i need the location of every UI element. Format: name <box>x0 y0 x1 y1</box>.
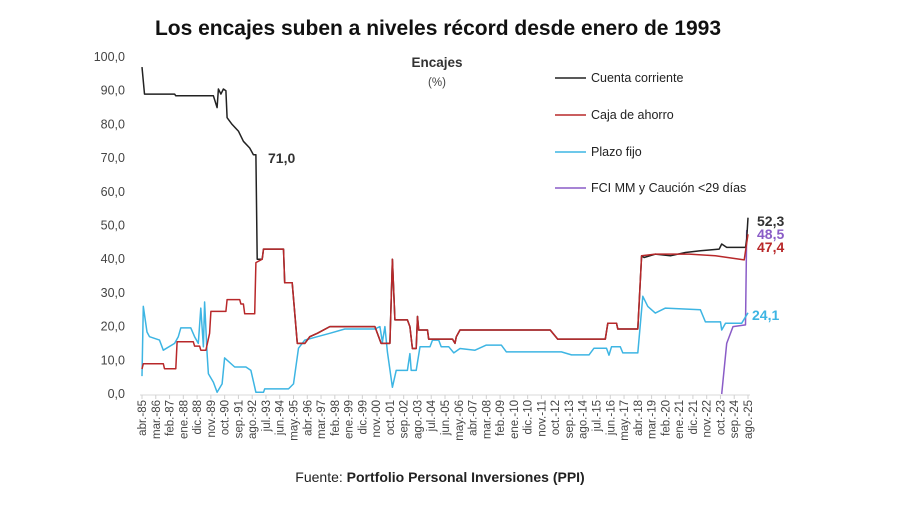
series-line-3 <box>720 229 748 395</box>
y-tick-label: 20,0 <box>101 320 125 334</box>
x-tick-label: feb.-09 <box>495 400 507 436</box>
x-tick-label: feb.-98 <box>330 400 342 436</box>
data-label: 47,4 <box>757 239 784 255</box>
x-tick-label: ene.-99 <box>344 400 356 439</box>
x-tick-label: abr.-07 <box>468 400 480 436</box>
x-tick-label: dic.-10 <box>523 400 535 435</box>
x-tick-label: oct.-12 <box>550 400 562 435</box>
data-label: 52,3 <box>757 213 784 229</box>
plot-area <box>141 67 749 395</box>
x-tick-label: feb.-87 <box>165 400 177 436</box>
x-tick-label: oct.-01 <box>385 400 397 435</box>
x-tick-label: may.-95 <box>289 400 301 441</box>
x-tick-label: sep.-91 <box>233 400 245 438</box>
x-tick-label: mar.-19 <box>647 400 659 439</box>
x-tick-label: may.-17 <box>619 400 631 441</box>
x-tick-label: sep.-24 <box>729 399 741 438</box>
y-tick-label: 70,0 <box>101 151 125 165</box>
x-tick-label: oct.-23 <box>715 400 727 435</box>
data-label: 71,0 <box>268 150 295 166</box>
y-tick-label: 10,0 <box>101 353 125 367</box>
x-tick-label: nov.-11 <box>536 400 548 437</box>
x-tick-label: ago.-14 <box>578 399 590 439</box>
y-tick-label: 0,0 <box>108 387 125 401</box>
x-tick-label: feb.-20 <box>660 400 672 436</box>
y-tick-label: 80,0 <box>101 117 125 131</box>
series-line-2 <box>141 295 749 394</box>
x-tick-label: jul.-15 <box>592 400 604 432</box>
x-tick-label: ene.-10 <box>509 400 521 439</box>
x-tick-label: mar.-97 <box>316 400 328 439</box>
series-line-1 <box>141 234 749 370</box>
x-tick-label: dic.-88 <box>192 400 204 435</box>
y-tick-label: 30,0 <box>101 286 125 300</box>
legend: Cuenta corriente Caja de ahorro Plazo fijo… <box>555 71 746 195</box>
x-tick-label: jul.-93 <box>261 400 273 432</box>
chart-unit: (%) <box>428 77 446 89</box>
data-label: 48,5 <box>757 226 784 242</box>
x-tick-label: sep.-02 <box>399 400 411 438</box>
y-tick-label: 100,0 <box>94 50 125 64</box>
x-tick-label: abr.-85 <box>137 400 149 436</box>
y-tick-label: 40,0 <box>101 252 125 266</box>
x-tick-label: ene.-88 <box>178 400 190 439</box>
x-tick-label: dic.-21 <box>688 400 700 435</box>
x-tick-label: jun.-16 <box>605 400 617 436</box>
y-tick-label: 50,0 <box>101 219 125 233</box>
source-note: Fuente: Portfolio Personal Inversiones (… <box>295 469 584 485</box>
x-tick-label: ago.-25 <box>743 400 755 439</box>
x-tick-label: ago.-03 <box>412 400 424 439</box>
source-prefix: Fuente: <box>295 469 346 485</box>
x-tick-label: may.-06 <box>454 400 466 441</box>
x-tick-label: dic.-99 <box>357 400 369 435</box>
x-tick-label: ago.-92 <box>247 400 259 439</box>
legend-label: Cuenta corriente <box>591 71 683 85</box>
x-tick-label: oct.-90 <box>220 400 232 435</box>
y-tick-label: 60,0 <box>101 185 125 199</box>
x-axis: abr.-85 mar.-86 feb.-87 ene.-88 dic.-88 nov.-… <box>137 394 755 441</box>
x-tick-label: nov.-00 <box>371 400 383 438</box>
y-axis: 0,0 10,0 20,0 30,0 40,0 50,0 60,0 70,0 80,0 90,0 1… <box>94 50 125 401</box>
x-tick-label: mar.-86 <box>151 400 163 439</box>
chart-title: Encajes <box>411 55 462 70</box>
y-tick-label: 90,0 <box>101 84 125 98</box>
chart-main-title: Los encajes suben a niveles récord desde… <box>155 17 721 40</box>
x-tick-label: mar.-08 <box>481 400 493 439</box>
x-tick-label: nov.-22 <box>702 400 714 438</box>
x-tick-label: sep.-13 <box>564 400 576 438</box>
x-tick-label: abr.-18 <box>633 400 645 436</box>
x-tick-label: jul.-04 <box>426 399 438 432</box>
x-tick-label: nov.-89 <box>206 400 218 438</box>
legend-label: FCI MM y Caución <29 días <box>591 181 746 195</box>
source-name: Portfolio Personal Inversiones (PPI) <box>347 469 585 485</box>
x-tick-label: ene.-21 <box>674 400 686 439</box>
data-label: 24,1 <box>752 307 779 323</box>
annotations: 71,0 52,348,547,4 24,1 <box>268 150 784 323</box>
x-tick-label: jun.-05 <box>440 400 452 436</box>
legend-label: Plazo fijo <box>591 145 642 159</box>
x-tick-label: jun.-94 <box>275 399 287 436</box>
legend-label: Caja de ahorro <box>591 108 674 122</box>
x-tick-label: abr.-96 <box>302 400 314 436</box>
